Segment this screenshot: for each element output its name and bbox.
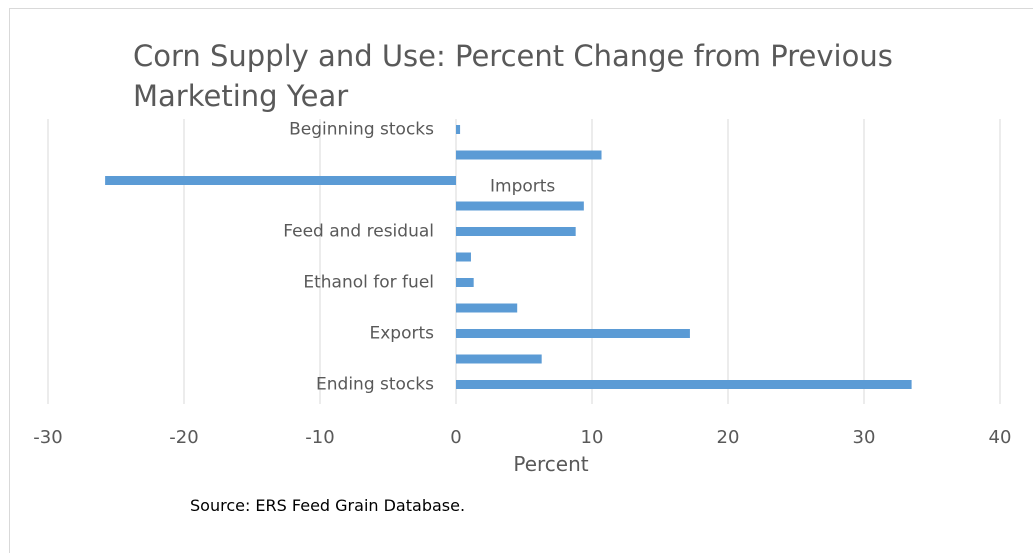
x-tick-label: 0	[450, 427, 461, 448]
bar	[456, 278, 474, 287]
x-tick-label: -20	[169, 427, 198, 448]
bar	[456, 150, 602, 160]
x-tick-labels: -30 -20 -10 0 10 20 30 40	[33, 427, 1011, 448]
bar	[456, 329, 690, 338]
bar	[456, 303, 518, 313]
bars	[105, 125, 912, 389]
chart-frame: Corn Supply and Use: Percent Change from…	[9, 8, 1033, 553]
bar	[456, 227, 576, 236]
category-label: Beginning stocks	[289, 120, 434, 140]
x-tick-label: -30	[33, 427, 62, 448]
bar	[456, 201, 584, 211]
x-tick-label: 10	[581, 427, 604, 448]
bar	[456, 354, 542, 364]
category-label: Feed and residual	[283, 222, 434, 242]
chart-title-line-2: Marketing Year	[133, 79, 348, 113]
bar	[456, 125, 461, 134]
chart-title: Corn Supply and Use: Percent Change from…	[133, 39, 893, 113]
x-axis-title: Percent	[513, 452, 588, 476]
bar	[105, 176, 457, 185]
chart-title-line-1: Corn Supply and Use: Percent Change from…	[133, 39, 893, 73]
gridlines	[47, 119, 1001, 404]
category-labels: Beginning stocks Imports Feed and residual…	[283, 120, 555, 395]
bar	[456, 252, 471, 262]
source-note: Source: ERS Feed Grain Database.	[190, 496, 465, 515]
x-tick-label: 30	[853, 427, 876, 448]
category-label: Exports	[369, 324, 434, 344]
bar	[456, 380, 912, 389]
category-label: Imports	[490, 177, 555, 197]
x-tick-label: 20	[717, 427, 740, 448]
category-label: Ending stocks	[316, 375, 434, 395]
chart-svg: Corn Supply and Use: Percent Change from…	[33, 39, 1011, 515]
category-label: Ethanol for fuel	[303, 273, 434, 293]
x-tick-label: -10	[305, 427, 334, 448]
x-tick-label: 40	[989, 427, 1012, 448]
